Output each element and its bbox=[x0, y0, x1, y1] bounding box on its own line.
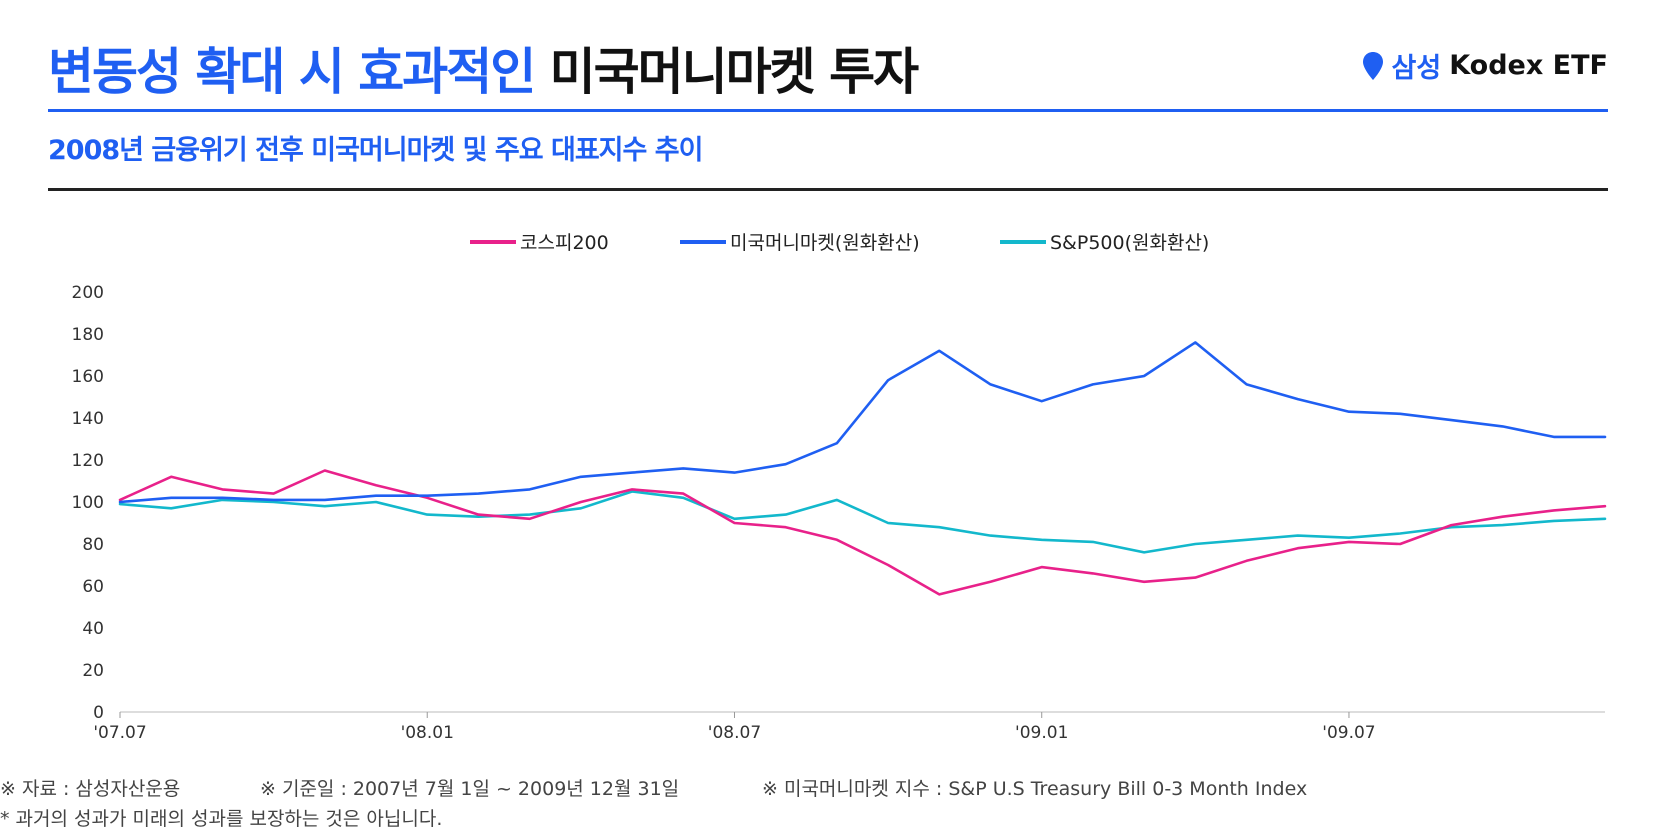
y-tick-label: 60 bbox=[82, 577, 104, 597]
x-tick-label: '09.07 bbox=[1322, 723, 1375, 740]
title-highlight: 변동성 확대 시 효과적인 bbox=[48, 43, 536, 101]
title-rest: 미국머니마켓 투자 bbox=[549, 43, 919, 101]
footer-source: ※ 자료 : 삼성자산운용 bbox=[0, 778, 181, 800]
x-tick-label: '08.07 bbox=[708, 723, 761, 740]
y-tick-label: 100 bbox=[72, 493, 104, 513]
y-tick-label: 80 bbox=[82, 535, 104, 555]
y-tick-label: 20 bbox=[82, 661, 104, 681]
x-tick-label: '09.01 bbox=[1015, 723, 1068, 740]
legend-label: S&P500(원화환산) bbox=[1050, 232, 1209, 254]
footer-index-note: ※ 미국머니마켓 지수 : S&P U.S Treasury Bill 0-3 … bbox=[762, 778, 1308, 800]
y-tick-label: 140 bbox=[72, 409, 104, 429]
y-tick-label: 40 bbox=[82, 619, 104, 639]
header: 변동성 확대 시 효과적인 미국머니마켓 투자 삼성 Kodex ETF bbox=[48, 26, 1608, 106]
y-tick-label: 160 bbox=[72, 367, 104, 387]
x-tick-label: '07.07 bbox=[93, 723, 146, 740]
line-chart: 0 20 40 60 80 100 120 140 160 180 200 '07.07 '08.01 '… bbox=[72, 232, 1607, 740]
series-line-2 bbox=[118, 341, 1607, 504]
header-divider bbox=[48, 109, 1608, 112]
series-line-1 bbox=[118, 469, 1607, 596]
footer-period: ※ 기준일 : 2007년 7월 1일 ~ 2009년 12월 31일 bbox=[260, 778, 680, 800]
chart-subtitle: 2008년 금융위기 전후 미국머니마켓 및 주요 대표지수 추이 bbox=[48, 135, 703, 166]
y-tick-label: 0 bbox=[93, 703, 104, 723]
y-tick-label: 180 bbox=[72, 325, 104, 345]
series-line-3 bbox=[118, 490, 1607, 554]
x-tick-label: '08.01 bbox=[401, 723, 454, 740]
subtitle-divider bbox=[48, 188, 1608, 191]
location-pin-icon bbox=[1362, 51, 1383, 80]
brand-logo: 삼성 Kodex ETF bbox=[1362, 46, 1608, 85]
brand-name: Kodex ETF bbox=[1449, 50, 1608, 81]
legend-label: 코스피200 bbox=[520, 232, 609, 254]
y-tick-label: 120 bbox=[72, 451, 104, 471]
y-tick-label: 200 bbox=[72, 283, 104, 303]
page-title: 변동성 확대 시 효과적인 미국머니마켓 투자 bbox=[48, 32, 919, 104]
brand-prefix: 삼성 bbox=[1391, 53, 1442, 84]
legend-label: 미국머니마켓(원화환산) bbox=[730, 232, 920, 254]
footer-disclaimer: * 과거의 성과가 미래의 성과를 보장하는 것은 아닙니다. bbox=[0, 808, 443, 830]
